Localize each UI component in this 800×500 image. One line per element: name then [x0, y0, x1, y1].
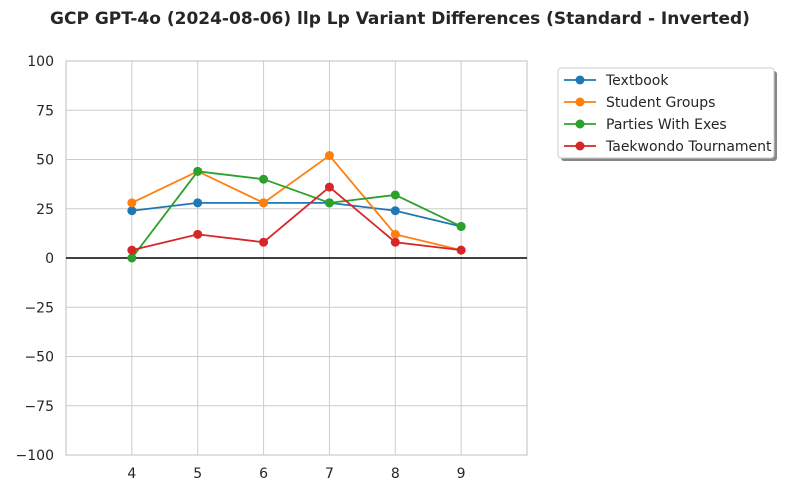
data-point	[456, 245, 466, 255]
series-line	[131, 170, 462, 259]
series-line	[131, 154, 462, 251]
data-point	[127, 198, 137, 208]
y-tick-label: −75	[24, 399, 54, 415]
data-point	[456, 221, 466, 231]
legend-marker	[575, 141, 585, 151]
legend-box	[557, 67, 775, 159]
legend-label: Textbook	[605, 73, 669, 89]
y-tick-label: −25	[24, 300, 54, 316]
y-tick-label: 75	[36, 103, 54, 119]
data-point	[390, 190, 400, 200]
x-tick-label: 5	[193, 466, 202, 482]
legend-marker	[575, 119, 585, 129]
x-tick-label: 4	[127, 466, 136, 482]
chart-title: GCP GPT-4o (2024-08-06) llp Lp Variant D…	[50, 9, 750, 29]
data-point	[193, 229, 203, 239]
y-tick-label: 25	[36, 202, 54, 218]
data-point	[259, 237, 269, 247]
x-tick-label: 9	[457, 466, 466, 482]
y-tick-label: 50	[36, 153, 54, 169]
legend-marker	[575, 75, 585, 85]
data-point	[390, 237, 400, 247]
data-point	[127, 245, 137, 255]
data-point	[259, 174, 269, 184]
series-taekwondo-tournament	[127, 182, 466, 255]
legend-label: Student Groups	[606, 95, 715, 111]
x-tick-label: 7	[325, 466, 334, 482]
data-point	[390, 206, 400, 216]
data-point	[324, 198, 334, 208]
series-lines	[127, 151, 466, 263]
legend-marker	[575, 97, 585, 107]
y-axis: −100 −75 −50 −25 0 25 50 75 100	[16, 54, 54, 464]
data-point	[390, 229, 400, 239]
data-point	[193, 166, 203, 176]
series-line	[131, 201, 462, 228]
series-line	[131, 185, 462, 252]
x-tick-label: 6	[259, 466, 268, 482]
y-tick-label: −100	[16, 448, 54, 464]
x-tick-label: 8	[391, 466, 400, 482]
plot-frame	[65, 60, 528, 456]
y-tick-label: −50	[24, 350, 54, 366]
legend-label: Parties With Exes	[606, 117, 727, 133]
legend: Textbook Student Groups Parties With Exes T…	[557, 67, 777, 161]
data-point	[259, 198, 269, 208]
series-parties-with-exes	[127, 166, 466, 263]
y-tick-label: 0	[45, 251, 54, 267]
x-axis: 4 5 6 7 8 9	[127, 466, 465, 482]
data-point	[127, 206, 137, 216]
data-point	[324, 182, 334, 192]
data-point	[324, 151, 334, 161]
y-tick-label: 100	[27, 54, 54, 70]
data-point	[127, 253, 137, 263]
legend-label: Taekwondo Tournament	[605, 139, 772, 155]
data-point	[193, 198, 203, 208]
